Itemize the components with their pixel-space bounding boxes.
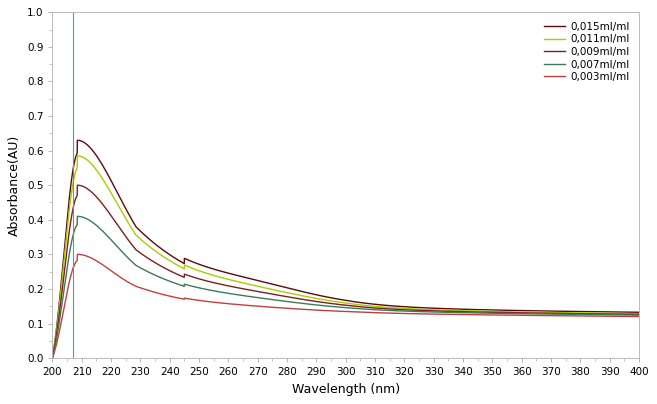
0,015ml/ml bbox=[295, 288, 303, 293]
0,015ml/ml bbox=[74, 138, 81, 143]
0,003ml/ml bbox=[474, 312, 482, 317]
Line: 0,003ml/ml: 0,003ml/ml bbox=[53, 255, 639, 358]
0,007ml/ml bbox=[300, 301, 307, 306]
X-axis label: Wavelength (nm): Wavelength (nm) bbox=[292, 383, 399, 396]
0,015ml/ml bbox=[635, 310, 643, 315]
0,015ml/ml bbox=[617, 309, 625, 314]
0,011ml/ml bbox=[617, 311, 625, 316]
0,011ml/ml bbox=[49, 356, 57, 360]
0,009ml/ml bbox=[295, 296, 303, 301]
0,011ml/ml bbox=[327, 299, 335, 303]
0,009ml/ml bbox=[300, 297, 307, 302]
0,007ml/ml bbox=[295, 301, 303, 305]
0,015ml/ml bbox=[474, 307, 482, 312]
0,007ml/ml bbox=[474, 311, 482, 316]
0,009ml/ml bbox=[588, 311, 596, 316]
0,003ml/ml bbox=[588, 314, 596, 318]
0,007ml/ml bbox=[635, 313, 643, 318]
Y-axis label: Absorbance(AU): Absorbance(AU) bbox=[9, 135, 21, 236]
0,003ml/ml bbox=[327, 308, 335, 313]
0,011ml/ml bbox=[300, 294, 307, 299]
0,011ml/ml bbox=[635, 311, 643, 316]
0,009ml/ml bbox=[474, 309, 482, 314]
0,009ml/ml bbox=[49, 356, 57, 360]
0,003ml/ml bbox=[635, 314, 643, 319]
Line: 0,015ml/ml: 0,015ml/ml bbox=[53, 140, 639, 358]
Legend: 0,015ml/ml, 0,011ml/ml, 0,009ml/ml, 0,007ml/ml, 0,003ml/ml: 0,015ml/ml, 0,011ml/ml, 0,009ml/ml, 0,00… bbox=[540, 17, 633, 86]
0,011ml/ml bbox=[474, 309, 482, 314]
0,009ml/ml bbox=[635, 312, 643, 317]
0,011ml/ml bbox=[74, 154, 81, 158]
Line: 0,011ml/ml: 0,011ml/ml bbox=[53, 156, 639, 358]
0,007ml/ml bbox=[74, 214, 81, 219]
0,007ml/ml bbox=[49, 356, 57, 360]
0,009ml/ml bbox=[327, 301, 335, 306]
0,007ml/ml bbox=[327, 304, 335, 309]
0,003ml/ml bbox=[617, 314, 625, 319]
Line: 0,007ml/ml: 0,007ml/ml bbox=[53, 216, 639, 358]
0,007ml/ml bbox=[617, 312, 625, 317]
0,009ml/ml bbox=[617, 312, 625, 317]
0,015ml/ml bbox=[300, 290, 307, 295]
0,003ml/ml bbox=[295, 307, 303, 311]
0,003ml/ml bbox=[300, 307, 307, 312]
0,011ml/ml bbox=[295, 292, 303, 297]
0,015ml/ml bbox=[588, 309, 596, 314]
0,015ml/ml bbox=[49, 356, 57, 360]
0,007ml/ml bbox=[588, 312, 596, 317]
0,003ml/ml bbox=[49, 356, 57, 360]
0,011ml/ml bbox=[588, 311, 596, 316]
0,003ml/ml bbox=[74, 252, 81, 257]
0,015ml/ml bbox=[327, 295, 335, 300]
Line: 0,009ml/ml: 0,009ml/ml bbox=[53, 185, 639, 358]
0,009ml/ml bbox=[74, 183, 81, 187]
